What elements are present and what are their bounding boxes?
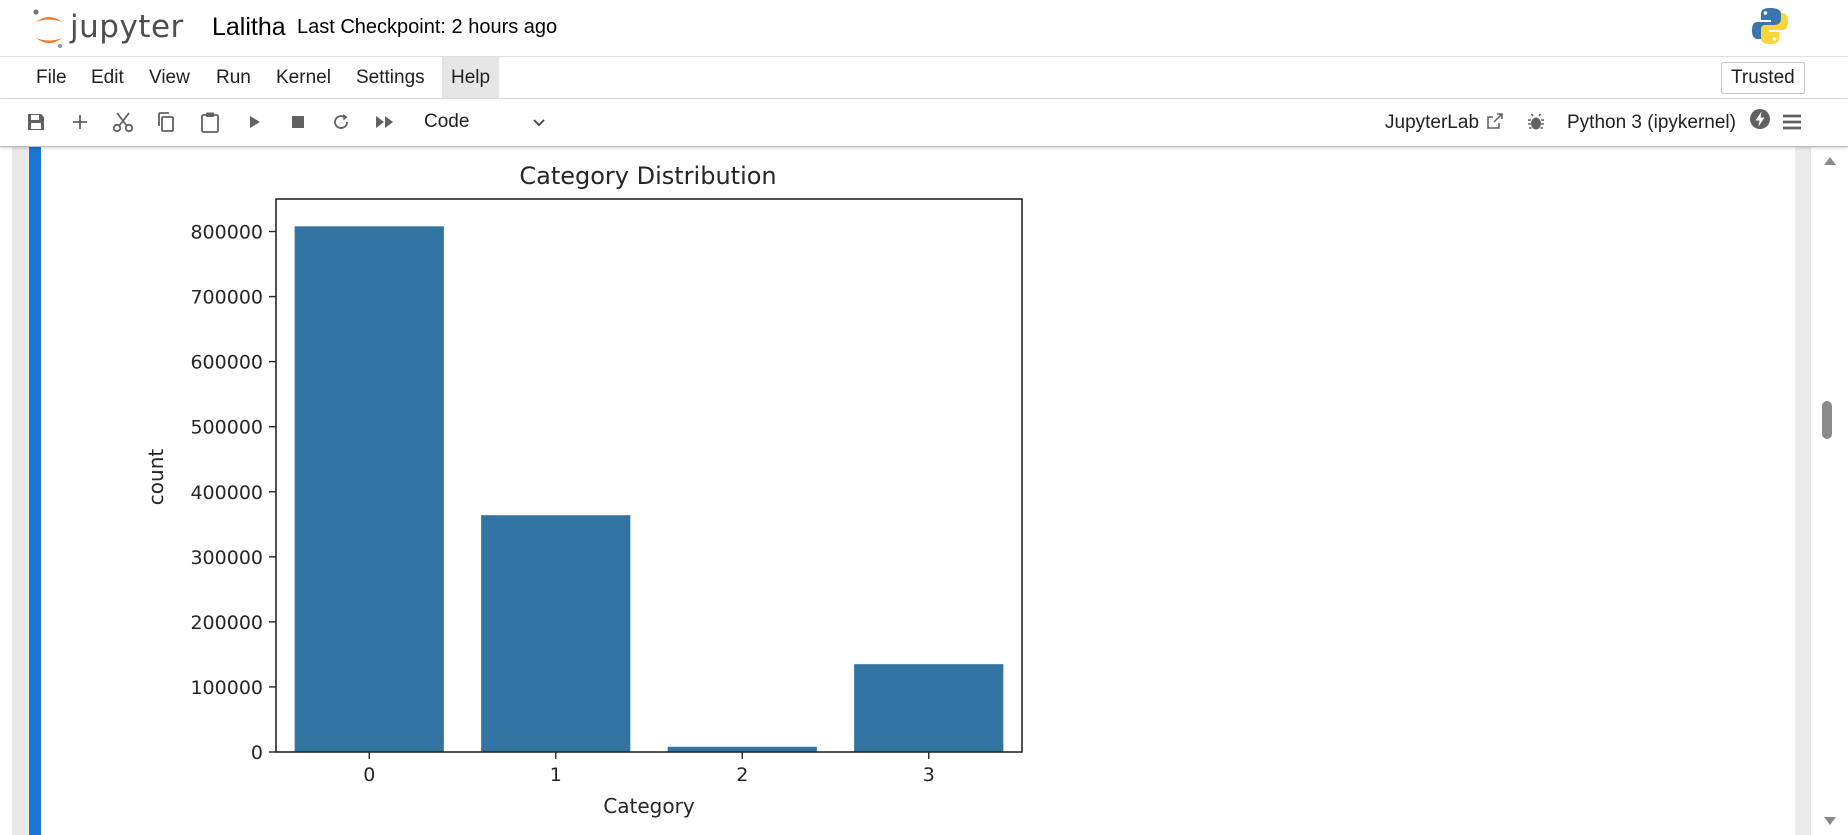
bar-chart: Category Distribution 0 100000 200000 30000… — [144, 162, 1023, 818]
x-tick-label: 3 — [923, 764, 935, 786]
jupyter-logo-text: jupyter — [70, 8, 184, 45]
save-icon[interactable] — [23, 109, 49, 135]
trusted-button[interactable]: Trusted — [1721, 62, 1805, 94]
menu-edit[interactable]: Edit — [91, 67, 124, 88]
menu-run[interactable]: Run — [216, 67, 251, 88]
y-tick-label: 700000 — [190, 287, 263, 309]
menu-kernel[interactable]: Kernel — [276, 67, 331, 88]
y-tick-label: 100000 — [190, 677, 263, 699]
jupyter-logo[interactable]: jupyter — [33, 4, 184, 52]
add-cell-icon[interactable] — [67, 109, 93, 135]
kernel-name[interactable]: Python 3 (ipykernel) — [1567, 112, 1736, 133]
jupyterlab-link[interactable]: JupyterLab — [1385, 112, 1480, 133]
run-cell-icon[interactable] — [241, 109, 267, 135]
python-logo-icon — [1750, 6, 1790, 51]
top-bar: jupyter Lalitha Last Checkpoint: 2 hours… — [0, 0, 1848, 57]
y-tick-label: 300000 — [190, 547, 263, 569]
cell-type-select[interactable]: Code — [424, 111, 470, 132]
x-tick-label: 2 — [736, 764, 748, 786]
y-tick-label: 800000 — [190, 222, 263, 244]
external-link-icon[interactable] — [1482, 108, 1508, 134]
x-tick-label: 0 — [363, 764, 375, 786]
chart-title: Category Distribution — [519, 162, 776, 190]
paste-icon[interactable] — [197, 109, 223, 135]
x-axis-label: Category — [603, 794, 695, 818]
bar-category-0 — [294, 226, 444, 752]
stop-kernel-icon[interactable] — [285, 109, 311, 135]
bar-category-3 — [854, 664, 1004, 752]
y-tick-label: 500000 — [190, 417, 263, 439]
scroll-up-icon[interactable] — [1822, 155, 1838, 167]
kernel-status-icon — [1747, 106, 1773, 132]
menu-file[interactable]: File — [36, 67, 67, 88]
notebook-name[interactable]: Lalitha — [212, 13, 286, 41]
scrollbar-thumb[interactable] — [1822, 401, 1832, 439]
plot-frame — [275, 198, 1023, 753]
debugger-bug-icon[interactable] — [1523, 109, 1549, 135]
scrollbar-track[interactable] — [1810, 147, 1848, 835]
menu-view[interactable]: View — [149, 67, 190, 88]
y-tick-label: 0 — [251, 742, 263, 764]
menu-bar: File Edit View Run Kernel Settings Help — [0, 57, 1848, 99]
scroll-down-icon[interactable] — [1822, 815, 1838, 827]
menu-hamburger-icon[interactable] — [1779, 109, 1805, 135]
notebook-content: Category Distribution 0 100000 200000 30000… — [0, 147, 1848, 835]
chevron-down-icon[interactable] — [530, 113, 548, 136]
y-tick-label: 200000 — [190, 612, 263, 634]
x-tick-label: 1 — [550, 764, 562, 786]
active-cell-indicator[interactable] — [29, 147, 41, 835]
menu-help[interactable]: Help — [442, 57, 500, 98]
jupyter-logo-icon — [33, 9, 62, 48]
menu-settings[interactable]: Settings — [356, 67, 425, 88]
fast-forward-icon[interactable] — [372, 109, 398, 135]
notebook-toolbar: Code JupyterLab Python 3 (ipykernel) — [0, 99, 1848, 147]
bar-category-1 — [481, 515, 631, 752]
left-gutter — [12, 147, 29, 835]
y-axis-label: count — [144, 449, 168, 506]
y-tick-label: 400000 — [190, 482, 263, 504]
checkpoint-status: Last Checkpoint: 2 hours ago — [297, 16, 558, 38]
copy-icon[interactable] — [153, 109, 179, 135]
right-gutter — [1795, 147, 1810, 835]
cut-icon[interactable] — [110, 109, 136, 135]
y-tick-label: 600000 — [190, 352, 263, 374]
bar-category-2 — [667, 746, 817, 752]
restart-kernel-icon[interactable] — [328, 109, 354, 135]
